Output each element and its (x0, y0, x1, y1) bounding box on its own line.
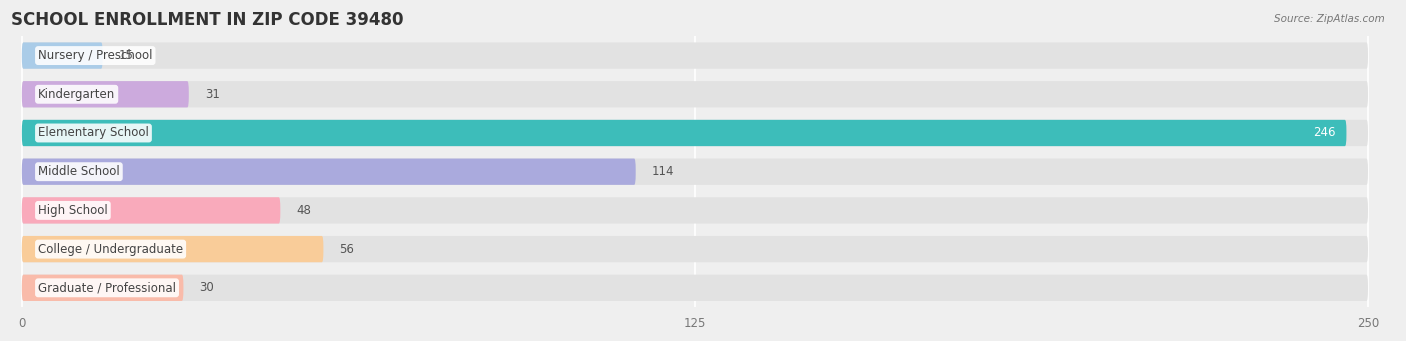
Text: 15: 15 (118, 49, 134, 62)
FancyBboxPatch shape (22, 120, 1347, 146)
Text: 31: 31 (205, 88, 219, 101)
FancyBboxPatch shape (22, 81, 188, 107)
Text: Middle School: Middle School (38, 165, 120, 178)
Text: 48: 48 (297, 204, 311, 217)
FancyBboxPatch shape (22, 81, 1368, 107)
Text: Nursery / Preschool: Nursery / Preschool (38, 49, 152, 62)
Text: 30: 30 (200, 281, 214, 294)
Text: College / Undergraduate: College / Undergraduate (38, 242, 183, 256)
Text: 246: 246 (1313, 127, 1336, 139)
FancyBboxPatch shape (22, 275, 1368, 301)
FancyBboxPatch shape (22, 42, 103, 69)
FancyBboxPatch shape (22, 120, 1368, 146)
Text: Graduate / Professional: Graduate / Professional (38, 281, 176, 294)
FancyBboxPatch shape (22, 275, 183, 301)
Text: 114: 114 (652, 165, 675, 178)
FancyBboxPatch shape (22, 197, 280, 224)
FancyBboxPatch shape (22, 236, 323, 262)
FancyBboxPatch shape (22, 197, 1368, 224)
Text: Source: ZipAtlas.com: Source: ZipAtlas.com (1274, 14, 1385, 24)
Text: SCHOOL ENROLLMENT IN ZIP CODE 39480: SCHOOL ENROLLMENT IN ZIP CODE 39480 (11, 11, 404, 29)
FancyBboxPatch shape (22, 159, 1368, 185)
FancyBboxPatch shape (22, 159, 636, 185)
Text: 56: 56 (340, 242, 354, 256)
Text: High School: High School (38, 204, 108, 217)
FancyBboxPatch shape (22, 42, 1368, 69)
Text: Kindergarten: Kindergarten (38, 88, 115, 101)
Text: Elementary School: Elementary School (38, 127, 149, 139)
FancyBboxPatch shape (22, 236, 1368, 262)
